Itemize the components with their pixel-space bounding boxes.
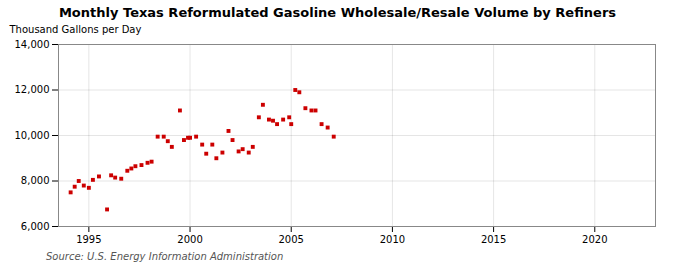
svg-text:14,000: 14,000 [15, 39, 50, 50]
svg-text:Thousand Gallons per Day: Thousand Gallons per Day [9, 24, 142, 35]
svg-text:2015: 2015 [481, 234, 506, 245]
svg-text:6,000: 6,000 [21, 221, 50, 232]
svg-text:2010: 2010 [380, 234, 405, 245]
svg-text:12,000: 12,000 [15, 84, 50, 95]
html-text:Monthly Texas Reformulated Gas: Monthly Texas Reformulated Gasoline Whol… [58, 5, 616, 20]
html-text:Source: U.S. Energy Informatio: Source: U.S. Energy Information Administ… [46, 251, 284, 262]
svg-text:1995: 1995 [76, 234, 101, 245]
svg-text:10,000: 10,000 [15, 130, 50, 141]
svg-text:2020: 2020 [582, 234, 607, 245]
svg-text:2005: 2005 [279, 234, 304, 245]
svg-text:8,000: 8,000 [21, 175, 50, 186]
svg-text:2000: 2000 [177, 234, 202, 245]
